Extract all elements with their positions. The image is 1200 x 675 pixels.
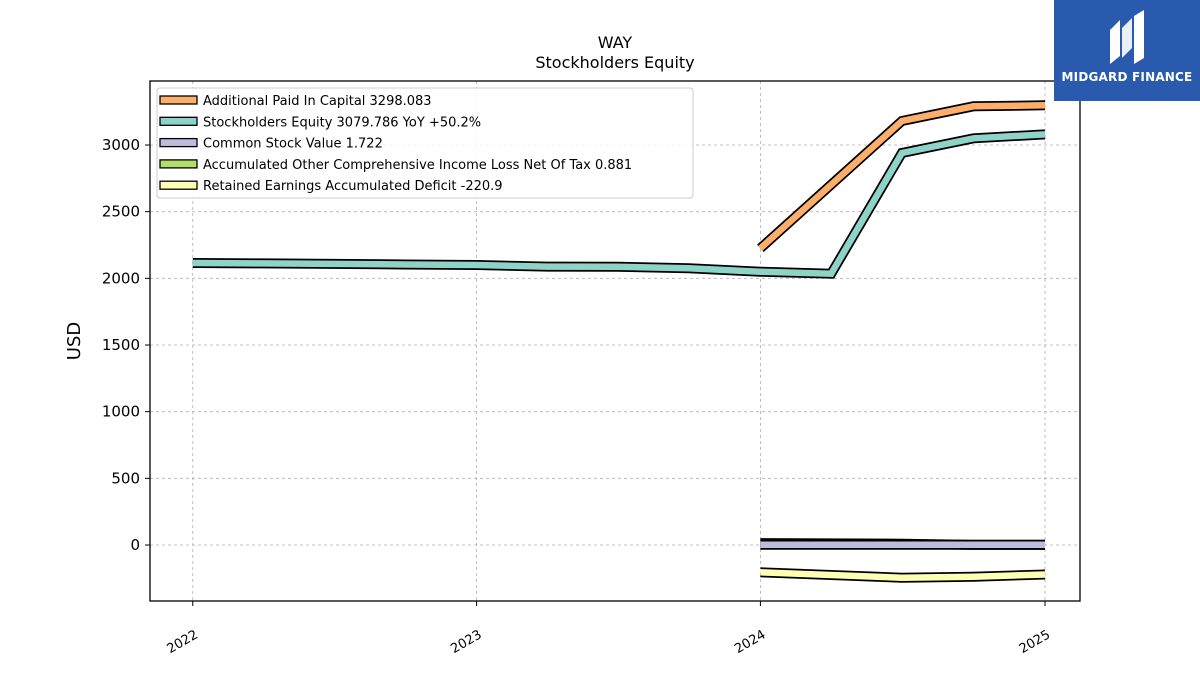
legend-swatch — [159, 159, 198, 169]
y-tick-label: 500 — [111, 469, 140, 487]
x-tick-label: 2022 — [165, 627, 201, 657]
legend-label: Additional Paid In Capital 3298.083 — [203, 94, 432, 109]
plot-frame — [149, 80, 1081, 602]
legend-swatch — [159, 137, 198, 148]
y-tick-label: 1500 — [102, 336, 140, 354]
y-tick-label: 0 — [130, 536, 140, 554]
legend-label: Accumulated Other Comprehensive Income L… — [203, 158, 632, 173]
series-line — [192, 131, 1046, 278]
x-tick-label: 2025 — [1017, 627, 1053, 657]
brand-name: MIDGARD FINANCE — [1061, 70, 1193, 84]
legend-swatch — [159, 180, 198, 190]
y-tick-label: 2500 — [102, 203, 140, 221]
chart-subtitle: Stockholders Equity — [535, 53, 694, 72]
series-outline — [757, 100, 1046, 253]
x-tick-label: 2023 — [448, 627, 484, 657]
legend-label: Common Stock Value 1.722 — [203, 137, 383, 152]
y-axis-label: USD — [64, 322, 85, 360]
series-layer — [192, 100, 1046, 583]
midgard-logo-icon — [1110, 10, 1144, 64]
legend-label: Stockholders Equity 3079.786 YoY +50.2% — [203, 115, 481, 130]
series-line — [758, 102, 1046, 251]
x-axis: 2022 2023 2024 2025 — [165, 601, 1053, 657]
x-tick-label: 2024 — [732, 627, 768, 657]
legend-swatch — [159, 116, 198, 126]
legend-label: Retained Earnings Accumulated Deficit -2… — [203, 179, 503, 194]
y-axis: 0 500 1000 1500 2000 2500 3000 — [102, 136, 150, 554]
legend-swatch — [159, 95, 198, 105]
y-tick-label: 3000 — [102, 136, 140, 154]
y-tick-label: 2000 — [102, 269, 140, 287]
legend-box — [156, 87, 694, 199]
brand-logo: MIDGARD FINANCE — [1054, 0, 1200, 101]
series-line — [760, 569, 1046, 581]
legend: Additional Paid In Capital 3298.083 Stock… — [156, 87, 694, 199]
y-tick-label: 1000 — [102, 403, 140, 421]
chart-title: WAY — [598, 33, 633, 52]
